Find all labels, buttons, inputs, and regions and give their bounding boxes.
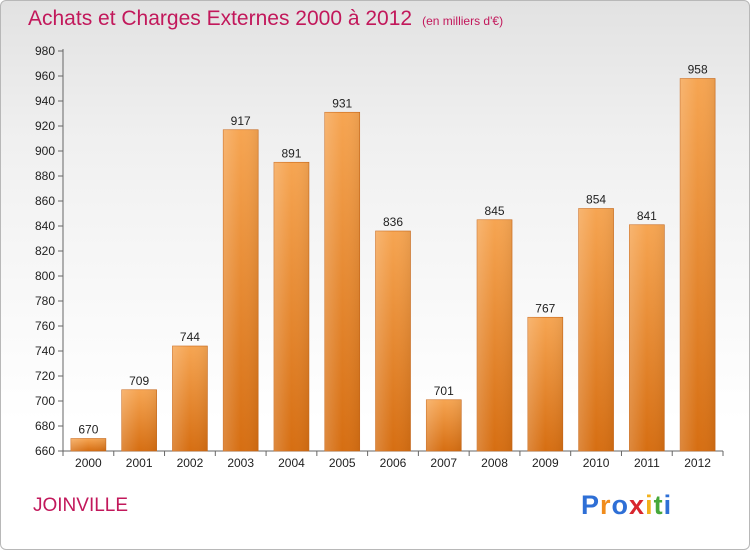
- data-label-2004: 891: [281, 146, 301, 160]
- logo-letter: i: [645, 490, 654, 520]
- y-tick-label: 760: [35, 319, 55, 333]
- y-tick-label: 680: [35, 419, 55, 433]
- bar-shine-2008: [477, 219, 513, 451]
- data-label-2001: 709: [129, 374, 149, 388]
- y-tick-label: 700: [35, 394, 55, 408]
- x-tick-label: 2012: [684, 456, 711, 470]
- data-label-2012: 958: [688, 63, 708, 77]
- data-label-2010: 854: [586, 193, 606, 207]
- y-tick-label: 880: [35, 169, 55, 183]
- city-name: JOINVILLE: [33, 495, 129, 516]
- x-tick-label: 2003: [227, 456, 254, 470]
- y-axis: 660 680 700 720 740 760 780 800 820 840 860 880 900 9…: [35, 44, 64, 458]
- y-tick-label: 920: [35, 119, 55, 133]
- data-label-2003: 917: [231, 114, 251, 128]
- y-tick-label: 960: [35, 69, 55, 83]
- logo-letter: o: [611, 490, 630, 520]
- bar-shine-2011: [629, 224, 665, 451]
- x-tick-label: 2006: [380, 456, 407, 470]
- chart-header: Achats et Charges Externes 2000 à 2012 (e…: [28, 7, 503, 31]
- bar-shine-2005: [324, 112, 360, 451]
- data-label-2011: 841: [637, 209, 657, 223]
- bar-shine-2010: [578, 208, 614, 451]
- data-label-2009: 767: [535, 301, 555, 315]
- y-tick-label: 980: [35, 44, 55, 58]
- x-tick-label: 2011: [634, 456, 660, 470]
- proxiti-logo: Proxiti: [581, 490, 672, 521]
- y-tick-label: 860: [35, 194, 55, 208]
- data-label-2008: 845: [485, 204, 505, 218]
- x-tick-label: 2000: [75, 456, 102, 470]
- data-label-2006: 836: [383, 215, 403, 229]
- bar-shine-2003: [223, 129, 259, 451]
- x-tick-label: 2010: [583, 456, 610, 470]
- x-tick-label: 2004: [278, 456, 305, 470]
- x-axis: 2000 2001 2002 2003 2004 2005 2006 2007 2008 2009…: [62, 450, 724, 470]
- logo-letter: x: [629, 490, 646, 520]
- logo-letter: t: [653, 490, 664, 520]
- bar-shine-2009: [527, 317, 563, 451]
- y-tick-label: 660: [35, 444, 55, 458]
- y-tick-label: 740: [35, 344, 55, 358]
- chart-subtitle: (en milliers d'€): [422, 14, 504, 28]
- y-tick-label: 780: [35, 294, 55, 308]
- bar-shine-2012: [680, 78, 716, 451]
- bar-shine-2000: [70, 438, 106, 451]
- data-label-2000: 670: [78, 423, 98, 437]
- y-tick-label: 940: [35, 94, 55, 108]
- data-label-2002: 744: [180, 330, 200, 344]
- logo-letter: r: [600, 490, 612, 520]
- bar-shine-2001: [121, 389, 157, 451]
- bar-shine-2002: [172, 346, 208, 451]
- logo-letter: i: [663, 490, 673, 520]
- y-tick-label: 900: [35, 144, 55, 158]
- x-tick-label: 2002: [177, 456, 204, 470]
- y-tick-label: 800: [35, 269, 55, 283]
- x-tick-label: 2005: [329, 456, 356, 470]
- bars: [70, 78, 716, 452]
- x-tick-label: 2008: [481, 456, 508, 470]
- bar-shine-2007: [426, 399, 462, 451]
- data-label-2007: 701: [434, 384, 454, 398]
- data-labels: 670 709 744 917 891 931 836 701 845 767 854 841 958: [78, 63, 708, 437]
- chart-title: Achats et Charges Externes 2000 à 2012: [28, 7, 413, 30]
- x-tick-label: 2009: [532, 456, 559, 470]
- logo-letter: P: [581, 490, 601, 520]
- y-tick-label: 840: [35, 219, 55, 233]
- x-tick-label: 2007: [430, 456, 457, 470]
- y-tick-label: 820: [35, 244, 55, 258]
- x-tick-label: 2001: [126, 456, 153, 470]
- y-tick-label: 720: [35, 369, 55, 383]
- data-label-2005: 931: [332, 96, 352, 110]
- bar-shine-2006: [375, 231, 411, 451]
- bar-shine-2004: [273, 162, 309, 451]
